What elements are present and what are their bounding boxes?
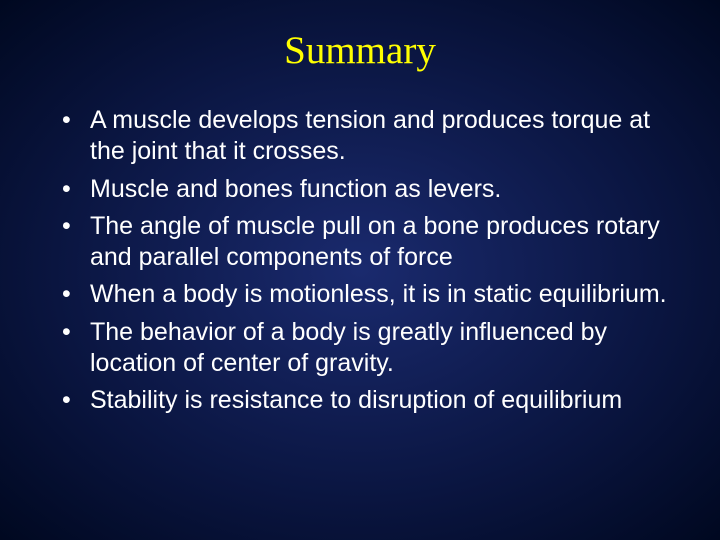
list-item: Stability is resistance to disruption of… bbox=[48, 385, 672, 416]
bullet-list: A muscle develops tension and produces t… bbox=[48, 105, 672, 416]
list-item: Muscle and bones function as levers. bbox=[48, 174, 672, 205]
slide-title: Summary bbox=[48, 28, 672, 73]
list-item: A muscle develops tension and produces t… bbox=[48, 105, 672, 168]
slide-container: Summary A muscle develops tension and pr… bbox=[0, 0, 720, 540]
list-item: The angle of muscle pull on a bone produ… bbox=[48, 211, 672, 274]
list-item: When a body is motionless, it is in stat… bbox=[48, 279, 672, 310]
list-item: The behavior of a body is greatly influe… bbox=[48, 317, 672, 380]
